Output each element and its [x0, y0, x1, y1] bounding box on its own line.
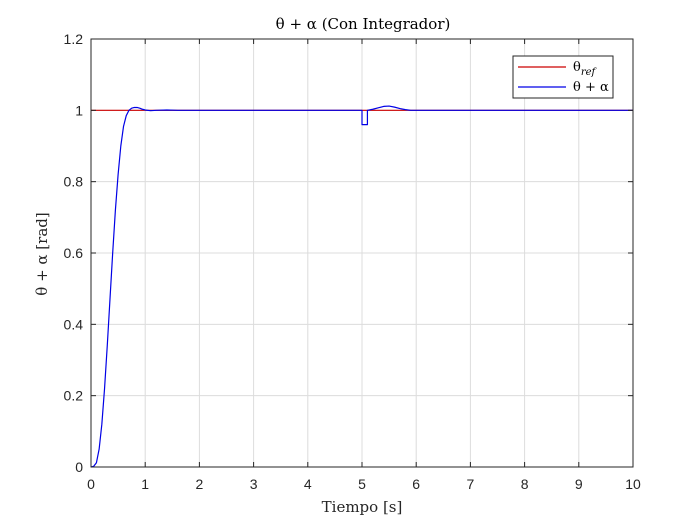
y-tick-label: 0.2	[64, 388, 84, 404]
legend-label-theta-ref-subscript: ref	[581, 67, 598, 78]
x-tick-label: 4	[304, 476, 312, 492]
x-tick-label: 5	[358, 476, 366, 492]
x-tick-labels: 0 1 2 3 4 5 6 7 8 9 10	[87, 476, 641, 492]
x-tick-label: 10	[625, 476, 641, 492]
x-tick-label: 0	[87, 476, 95, 492]
x-tick-label: 6	[412, 476, 420, 492]
y-axis-label: θ + α [rad]	[33, 212, 51, 295]
y-tick-label: 0.8	[64, 174, 84, 190]
y-tick-label: 0	[75, 459, 83, 475]
chart-title: θ + α (Con Integrador)	[276, 15, 451, 33]
y-tick-label: 1.2	[64, 31, 84, 47]
y-tick-label: 1	[75, 102, 83, 118]
y-tick-label: 0.4	[64, 316, 84, 332]
series-layer	[90, 105, 633, 468]
x-tick-label: 2	[196, 476, 204, 492]
legend-box	[512, 55, 614, 99]
x-tick-label: 1	[141, 476, 149, 492]
x-tick-marks	[90, 39, 634, 467]
legend-label-theta-alpha: θ + α	[573, 80, 609, 95]
legend-label-theta-ref-main: θ	[573, 60, 581, 75]
x-axis-label: Tiempo [s]	[322, 498, 403, 516]
x-tick-label: 9	[575, 476, 583, 492]
legend-label-theta-ref: θref	[573, 60, 598, 78]
series-line-theta-alpha	[90, 105, 633, 468]
plot-area	[90, 38, 634, 468]
x-tick-label: 7	[467, 476, 475, 492]
y-tick-label: 0.6	[64, 245, 84, 261]
legend: θref θ + α	[512, 55, 614, 99]
y-tick-labels: 0 0.2 0.4 0.6 0.8 1 1.2	[64, 31, 84, 475]
y-tick-marks	[91, 38, 633, 468]
x-tick-label: 8	[521, 476, 529, 492]
x-tick-label: 3	[250, 476, 258, 492]
